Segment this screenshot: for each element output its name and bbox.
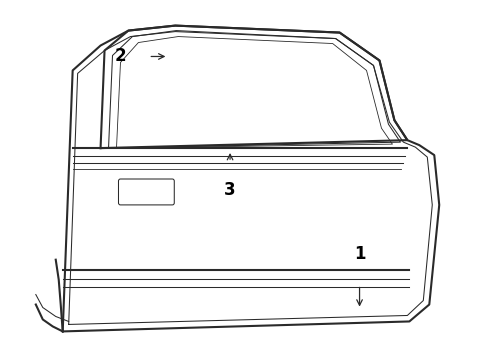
FancyBboxPatch shape [119,179,174,205]
Text: 1: 1 [354,245,366,263]
Text: 3: 3 [224,181,236,199]
Text: 2: 2 [115,48,126,66]
